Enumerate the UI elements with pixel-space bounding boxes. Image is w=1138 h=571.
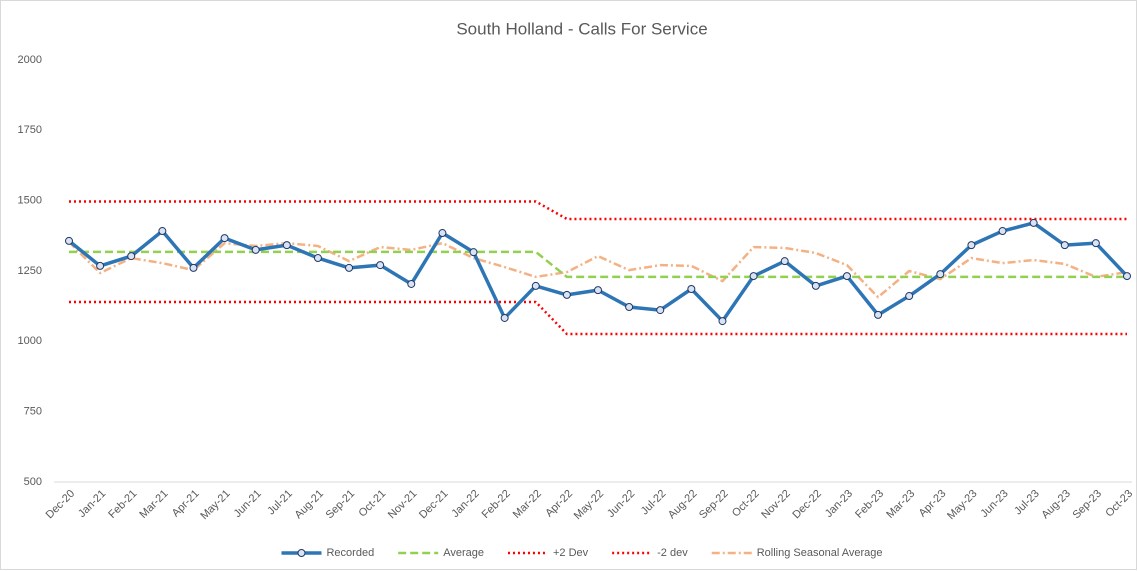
series-marker — [811, 281, 820, 290]
legend: Recorded Average +2 Dev -2 dev Rolling Seaso… — [281, 547, 883, 559]
y-tick-label: 1750 — [18, 124, 42, 136]
y-tick-label: 500 — [24, 476, 42, 488]
series-marker — [967, 241, 976, 250]
series-marker — [158, 227, 167, 236]
series-marker — [718, 317, 727, 326]
series-marker — [251, 245, 260, 254]
series-marker — [189, 263, 198, 272]
series-marker — [127, 252, 136, 261]
series-marker — [500, 313, 509, 322]
series-marker — [562, 290, 571, 299]
series-marker — [1091, 239, 1100, 248]
series-marker — [594, 286, 602, 295]
series-marker — [874, 310, 883, 319]
legend-label: +2 Dev — [553, 547, 589, 559]
legend-label: Rolling Seasonal Average — [757, 547, 883, 559]
series-marker — [687, 285, 696, 294]
y-tick-label: 750 — [24, 406, 42, 418]
series-marker — [1060, 241, 1069, 250]
series-marker — [749, 272, 758, 281]
series-marker — [1029, 218, 1038, 227]
series-marker — [625, 303, 634, 312]
series-marker — [469, 248, 478, 257]
series-marker — [220, 234, 229, 243]
series-marker — [936, 270, 945, 279]
series-marker — [1123, 272, 1131, 281]
chart-title: South Holland - Calls For Service — [456, 19, 707, 38]
series-line — [69, 250, 1127, 279]
legend-marker — [297, 549, 306, 557]
y-tick-label: 1000 — [18, 335, 42, 347]
series-line — [69, 200, 1127, 221]
series-marker — [998, 227, 1007, 236]
series-marker — [345, 263, 354, 272]
series-marker — [780, 257, 789, 266]
series-marker — [656, 306, 665, 315]
y-tick-label: 2000 — [18, 54, 42, 66]
y-tick-label: 1500 — [18, 195, 42, 207]
y-tick-label: 1250 — [18, 265, 42, 277]
series-marker — [65, 236, 73, 245]
series-marker — [905, 292, 914, 301]
legend-label: -2 dev — [657, 547, 688, 559]
series-marker — [376, 261, 385, 270]
legend-label: Average — [443, 547, 484, 559]
series-marker — [842, 272, 851, 281]
series-marker — [531, 281, 540, 290]
series-marker — [313, 254, 322, 263]
legend-label: Recorded — [326, 547, 374, 559]
series-marker — [407, 279, 416, 288]
series-marker — [282, 241, 291, 250]
series-line — [69, 300, 1127, 336]
series-marker — [96, 261, 105, 270]
series-marker — [438, 229, 447, 238]
